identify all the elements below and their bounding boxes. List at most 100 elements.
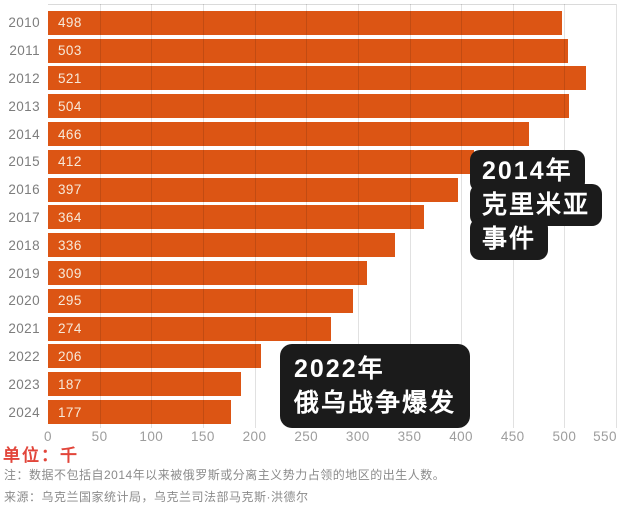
year-label: 2021 xyxy=(8,321,40,337)
x-tick-label: 150 xyxy=(191,429,215,444)
x-tick-label: 0 xyxy=(44,429,52,444)
x-tick-label: 450 xyxy=(500,429,525,444)
x-tick-label: 200 xyxy=(242,429,267,444)
year-label: 2015 xyxy=(8,154,40,170)
x-tick-label: 250 xyxy=(294,429,319,444)
bar-track: 397 xyxy=(48,177,616,202)
source-line: 来源：乌克兰国家统计局，乌克兰司法部马克斯·洪德尔 xyxy=(4,490,309,504)
bar-row: 2022 206 xyxy=(0,343,630,371)
year-label: 2018 xyxy=(8,237,40,253)
bar-value-label: 498 xyxy=(58,15,82,31)
bar-row: 2021 274 xyxy=(0,315,630,343)
bar: 412 xyxy=(48,149,474,174)
bar-track: 412 xyxy=(48,149,616,174)
bar-value-label: 336 xyxy=(58,237,82,253)
bar-track: 309 xyxy=(48,261,616,286)
x-tick-label: 550 xyxy=(593,429,617,444)
bar-value-label: 504 xyxy=(58,98,82,114)
year-label: 2010 xyxy=(8,15,40,31)
year-label: 2014 xyxy=(8,126,40,142)
bar-row: 2018 336 xyxy=(0,231,630,259)
bar: 309 xyxy=(48,261,368,286)
bar: 498 xyxy=(48,10,563,35)
x-axis-ticks: 0 50 100 150 200 250 300 350 400 450 500 550 xyxy=(0,429,630,447)
bar-row: 2011 503 xyxy=(0,37,630,65)
bar-track: 187 xyxy=(48,372,616,397)
bar-row: 2019 309 xyxy=(0,259,630,287)
bar-value-label: 521 xyxy=(58,70,82,86)
annotation-line: 事件 xyxy=(470,218,549,260)
bar-value-label: 274 xyxy=(58,321,82,337)
bar-value-label: 187 xyxy=(58,376,82,392)
bar-row: 2020 295 xyxy=(0,287,630,315)
annotation-2022-war: 2022年俄乌战争爆发 xyxy=(280,344,471,428)
bar-track: 498 xyxy=(48,10,616,35)
bar-track: 503 xyxy=(48,38,616,63)
bar-track: 336 xyxy=(48,233,616,258)
bar-value-label: 364 xyxy=(58,209,82,225)
bar-row: 2014 466 xyxy=(0,120,630,148)
bar-row: 2016 397 xyxy=(0,176,630,204)
bar-value-label: 206 xyxy=(58,348,82,364)
bar-value-label: 309 xyxy=(58,265,82,281)
annotation-2014-crimea: 2014年 克里米亚 事件 xyxy=(470,150,603,260)
bar-value-label: 503 xyxy=(58,43,82,59)
bar: 295 xyxy=(48,288,353,313)
bar-value-label: 397 xyxy=(58,182,82,198)
x-tick-label: 100 xyxy=(139,429,164,444)
x-tick-label: 350 xyxy=(397,429,422,444)
bar: 177 xyxy=(48,400,231,425)
bar-track: 295 xyxy=(48,288,616,313)
year-label: 2020 xyxy=(8,293,40,309)
x-tick-label: 50 xyxy=(91,429,108,444)
year-label: 2024 xyxy=(8,404,40,420)
year-label: 2017 xyxy=(8,209,40,225)
bar-row: 2024 177 xyxy=(0,398,630,426)
bar-value-label: 412 xyxy=(58,154,82,170)
bar: 521 xyxy=(48,66,587,91)
bar-track: 504 xyxy=(48,94,616,119)
bar-track: 274 xyxy=(48,316,616,341)
annotation-line: 2022年 xyxy=(294,355,385,383)
bar-value-label: 466 xyxy=(58,126,82,142)
bar-value-label: 177 xyxy=(58,404,82,420)
plot-top-border xyxy=(48,4,616,5)
year-label: 2022 xyxy=(8,348,40,364)
bar-track: 466 xyxy=(48,122,616,147)
annotation-line: 2014年 xyxy=(470,150,585,192)
bar: 466 xyxy=(48,122,530,147)
bar: 274 xyxy=(48,316,331,341)
bar-value-label: 295 xyxy=(58,293,82,309)
bar-row: 2023 187 xyxy=(0,370,630,398)
year-label: 2019 xyxy=(8,265,40,281)
footnote: 注：数据不包括自2014年以来被俄罗斯或分离主义势力占领的地区的出生人数。 xyxy=(4,468,446,482)
bar: 503 xyxy=(48,38,568,63)
bar: 397 xyxy=(48,177,458,202)
bar-track: 206 xyxy=(48,344,616,369)
bar-row: 2017 364 xyxy=(0,204,630,232)
x-tick-label: 300 xyxy=(345,429,370,444)
bar-row: 2015 412 xyxy=(0,148,630,176)
x-tick-label: 500 xyxy=(552,429,577,444)
bar: 336 xyxy=(48,233,395,258)
bar: 187 xyxy=(48,372,242,397)
bar-track: 521 xyxy=(48,66,616,91)
bar-row: 2012 521 xyxy=(0,65,630,93)
bar-track: 364 xyxy=(48,205,616,230)
bar: 206 xyxy=(48,344,261,369)
year-label: 2011 xyxy=(9,43,40,59)
annotation-line: 俄乌战争爆发 xyxy=(294,389,457,417)
bar-row: 2013 504 xyxy=(0,92,630,120)
bar: 364 xyxy=(48,205,424,230)
year-label: 2012 xyxy=(8,70,40,86)
year-label: 2023 xyxy=(8,376,40,392)
unit-label: 单位：千 xyxy=(3,446,79,465)
bar-row: 2010 498 xyxy=(0,9,630,37)
bar-rows: 2010 498 2011 503 2012 521 2013 504 2014 466 2015 4… xyxy=(0,9,630,426)
bar: 504 xyxy=(48,94,569,119)
annotation-line: 克里米亚 xyxy=(470,184,603,226)
year-label: 2013 xyxy=(8,98,40,114)
year-label: 2016 xyxy=(8,182,40,198)
bar-track: 177 xyxy=(48,400,616,425)
